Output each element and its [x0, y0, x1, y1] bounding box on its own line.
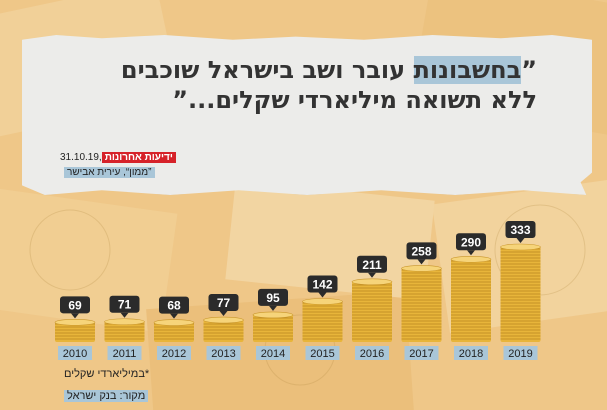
year-tick-label: 2010 — [63, 348, 87, 360]
value-label: 211 — [362, 258, 382, 272]
value-label: 71 — [118, 298, 132, 312]
coin-stack-bar — [302, 298, 343, 342]
value-bubble — [505, 220, 536, 243]
headline-line2: ללא תשואה מיליארדי שקלים...” — [172, 86, 537, 114]
value-bubble — [258, 288, 288, 311]
coin-stack-bar — [203, 316, 244, 342]
year-tick-label: 2014 — [261, 348, 285, 360]
year-label-box — [206, 346, 241, 360]
year-label-box — [454, 346, 488, 360]
headline-quote: ”בחשבונות עובר ושב בישראל שוכבים ללא תשו… — [57, 55, 537, 115]
value-bubble — [109, 295, 140, 318]
year-tick-label: 2013 — [211, 348, 235, 360]
value-bubble — [406, 242, 437, 265]
unit-footnote: *במיליארדי שקלים — [64, 368, 150, 380]
value-bubble — [60, 296, 90, 319]
year-label-box — [404, 346, 439, 360]
press-reporter: ”ממון“, עירית אבישר — [64, 167, 155, 178]
press-source: 31.10.19, ידיעות אחרונות — [60, 152, 176, 163]
headline-line1: עובר ושב בישראל שוכבים — [120, 56, 414, 84]
year-tick-label: 2017 — [409, 348, 433, 360]
open-quote-mark: ” — [521, 56, 537, 84]
year-label-box — [256, 346, 290, 360]
value-label: 77 — [217, 296, 231, 310]
value-bubble — [456, 233, 486, 256]
value-bubble — [357, 255, 387, 278]
value-bubble — [159, 296, 189, 319]
coin-stack-bar — [252, 311, 294, 342]
value-label: 333 — [510, 223, 530, 237]
year-tick-label: 2016 — [360, 348, 384, 360]
year-tick-label: 2012 — [162, 348, 186, 360]
year-label-box — [157, 346, 191, 360]
year-tick-label: 2019 — [508, 348, 532, 360]
year-tick-label: 2015 — [310, 348, 334, 360]
year-label-box — [503, 346, 538, 360]
source-footnote: מקור: בנק ישראל — [64, 390, 149, 402]
coin-stack-bar — [153, 319, 195, 342]
year-label-box — [305, 346, 340, 360]
value-label: 258 — [411, 244, 431, 258]
value-label: 95 — [266, 291, 280, 305]
coin-stack-bar — [351, 278, 393, 342]
coin-stack-bar — [401, 265, 442, 342]
coin-stack-bar — [104, 318, 145, 342]
newspaper-name: ידיעות אחרונות — [101, 152, 176, 163]
coin-stack-bar — [54, 319, 96, 342]
press-date: 31.10.19, — [60, 152, 102, 163]
value-label: 290 — [461, 235, 481, 249]
value-label: 69 — [68, 298, 82, 312]
chart-bars: 69 2010 71 2011 68 2012 77 2013 95 2014 142 2015 211… — [54, 220, 541, 360]
year-label-box — [58, 346, 92, 360]
value-bubble — [307, 275, 338, 298]
year-tick-label: 2018 — [459, 348, 483, 360]
year-label-box — [107, 346, 142, 360]
value-label: 142 — [312, 277, 332, 291]
year-tick-label: 2011 — [113, 348, 137, 360]
value-label: 68 — [167, 299, 181, 313]
headline-highlight: בחשבונות — [413, 56, 522, 84]
coin-stack-bar — [500, 243, 541, 342]
coin-stack-bar — [450, 255, 492, 342]
year-label-box — [355, 346, 389, 360]
value-bubble — [208, 294, 239, 317]
